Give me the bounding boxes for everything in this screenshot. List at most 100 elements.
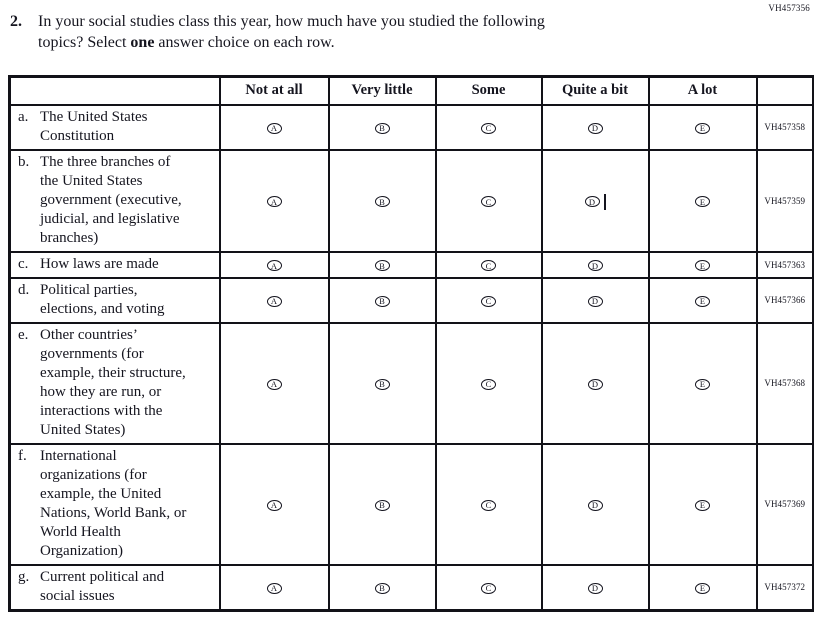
- header-empty-topic-cell: [8, 75, 221, 106]
- question-number: 2.: [10, 13, 22, 30]
- answer-bubble-c[interactable]: C: [481, 582, 496, 594]
- question-line-2-bold-word: one: [130, 34, 155, 51]
- answer-bubble-b[interactable]: B: [374, 499, 390, 511]
- answer-bubble-c[interactable]: C: [481, 196, 496, 208]
- answer-grid-body: a. The United States Constitution A B C D E VH…: [8, 103, 814, 611]
- answer-option-cell: E: [647, 276, 758, 324]
- answer-option-cell: A: [218, 148, 330, 253]
- answer-bubble-d[interactable]: D: [587, 499, 603, 511]
- answer-option-cell: E: [647, 563, 758, 611]
- answer-option-cell: E: [647, 321, 758, 445]
- question-block: 2. In your social studies class this yea…: [0, 0, 814, 53]
- answer-bubble-e[interactable]: E: [695, 122, 710, 134]
- answer-bubble-b[interactable]: B: [374, 378, 390, 390]
- answer-option-cell: D: [540, 250, 650, 279]
- row-letter: g.: [18, 568, 30, 585]
- answer-bubble-a[interactable]: A: [266, 582, 282, 594]
- answer-bubble-c[interactable]: C: [481, 295, 496, 307]
- answer-bubble-e[interactable]: E: [695, 582, 710, 594]
- answer-option-cell: D: [540, 148, 650, 253]
- row-topic-label: Other countries’ governments (for exampl…: [40, 326, 186, 438]
- answer-bubble-e[interactable]: E: [695, 196, 710, 208]
- row-topic-cell: a. The United States Constitution: [8, 103, 221, 151]
- row-code: VH457363: [755, 250, 814, 279]
- answer-option-cell: E: [647, 148, 758, 253]
- answer-option-cell: B: [327, 103, 437, 151]
- answer-option-cell: D: [540, 276, 650, 324]
- question-line-2-end: answer choice on each row.: [154, 34, 335, 51]
- answer-bubble-a[interactable]: A: [266, 378, 282, 390]
- row-letter: b.: [18, 153, 30, 170]
- row-topic-label: International organizations (for example…: [40, 447, 187, 559]
- answer-bubble-d[interactable]: D: [587, 295, 603, 307]
- answer-grid-header: Not at all Very little Some Quite a bit …: [8, 75, 814, 106]
- answer-option-cell: B: [327, 442, 437, 566]
- row-topic-cell: c. How laws are made: [8, 250, 221, 279]
- row-topic-label: Political parties, elections, and voting: [40, 281, 165, 317]
- row-letter: a.: [18, 108, 29, 125]
- answer-bubble-e[interactable]: E: [695, 499, 710, 511]
- answer-option-cell: C: [434, 148, 543, 253]
- answer-option-cell: B: [327, 276, 437, 324]
- answer-grid-table: Not at all Very little Some Quite a bit …: [8, 75, 814, 612]
- header-row: Not at all Very little Some Quite a bit …: [8, 75, 814, 106]
- row-topic-label: Current political and social issues: [40, 568, 165, 604]
- answer-bubble-c[interactable]: C: [481, 260, 496, 272]
- answer-option-cell: D: [540, 563, 650, 611]
- answer-bubble-c[interactable]: C: [481, 378, 496, 390]
- answer-option-cell: D: [540, 442, 650, 566]
- answer-bubble-d[interactable]: D: [587, 122, 603, 134]
- answer-option-cell: C: [434, 563, 543, 611]
- table-row: e. Other countries’ governments (for exam…: [8, 321, 814, 445]
- answer-bubble-c[interactable]: C: [481, 122, 496, 134]
- answer-bubble-b[interactable]: B: [374, 582, 390, 594]
- answer-bubble-a[interactable]: A: [266, 295, 282, 307]
- row-topic-cell: g. Current political and social issues: [8, 563, 221, 611]
- answer-option-cell: D: [540, 321, 650, 445]
- table-row: a. The United States Constitution A B C D E VH…: [8, 103, 814, 151]
- answer-option-cell: A: [218, 103, 330, 151]
- answer-option-cell: D: [540, 103, 650, 151]
- answer-bubble-a[interactable]: A: [266, 260, 282, 272]
- answer-option-cell: C: [434, 276, 543, 324]
- answer-bubble-c[interactable]: C: [481, 499, 496, 511]
- answer-bubble-a[interactable]: A: [266, 196, 282, 208]
- answer-bubble-e[interactable]: E: [695, 378, 710, 390]
- answer-bubble-a[interactable]: A: [266, 122, 282, 134]
- answer-bubble-b[interactable]: B: [374, 122, 390, 134]
- answer-bubble-a[interactable]: A: [266, 499, 282, 511]
- answer-bubble-b[interactable]: B: [374, 260, 390, 272]
- row-code: VH457372: [755, 563, 814, 611]
- question-text: In your social studies class this year, …: [38, 11, 814, 53]
- answer-option-cell: A: [218, 321, 330, 445]
- answer-bubble-b[interactable]: B: [374, 196, 390, 208]
- answer-option-cell: B: [327, 250, 437, 279]
- answer-option-cell: B: [327, 321, 437, 445]
- answer-option-cell: E: [647, 103, 758, 151]
- row-code: VH457359: [755, 148, 814, 253]
- row-letter: e.: [18, 326, 29, 343]
- header-not-at-all: Not at all: [218, 75, 330, 106]
- answer-bubble-d[interactable]: D: [587, 260, 603, 272]
- header-quite-a-bit: Quite a bit: [540, 75, 650, 106]
- row-topic-cell: e. Other countries’ governments (for exam…: [8, 321, 221, 445]
- table-row: g. Current political and social issues A B…: [8, 563, 814, 611]
- answer-option-cell: B: [327, 563, 437, 611]
- answer-bubble-b[interactable]: B: [374, 295, 390, 307]
- answer-bubble-d[interactable]: D: [587, 582, 603, 594]
- table-row: b. The three branches of the United State…: [8, 148, 814, 253]
- question-line-2-start: topics? Select: [38, 34, 131, 51]
- table-row: c. How laws are made A B C D E VH457363: [8, 250, 814, 279]
- answer-bubble-e[interactable]: E: [695, 295, 710, 307]
- row-topic-label: The United States Constitution: [40, 108, 148, 144]
- row-letter: d.: [18, 281, 30, 298]
- answer-bubble-d[interactable]: D: [587, 378, 603, 390]
- answer-option-cell: B: [327, 148, 437, 253]
- answer-bubble-d[interactable]: D: [584, 196, 600, 208]
- answer-bubble-e[interactable]: E: [695, 260, 710, 272]
- row-code: VH457358: [755, 103, 814, 151]
- answer-option-cell: A: [218, 250, 330, 279]
- header-empty-code-cell: [755, 75, 814, 106]
- row-letter: c.: [18, 255, 29, 272]
